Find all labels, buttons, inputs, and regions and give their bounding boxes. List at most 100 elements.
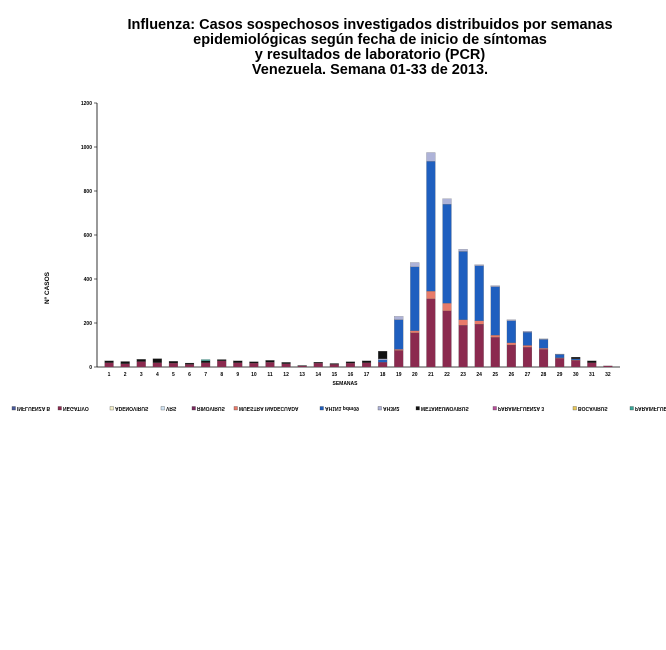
bar-segment xyxy=(490,285,500,287)
x-tick-label: 1 xyxy=(108,372,111,378)
x-tick-label: 32 xyxy=(605,372,611,378)
bar-segment xyxy=(539,338,549,340)
chart-title-line-1: Influenza: Casos sospechosos investigado… xyxy=(127,17,613,33)
x-tick-label: 19 xyxy=(396,372,402,378)
bar-segment xyxy=(458,249,468,252)
bar-segment xyxy=(104,360,114,363)
bar-segment xyxy=(297,365,307,368)
legend-label: BOCAVIRUS xyxy=(578,405,608,411)
bar-segment xyxy=(201,359,211,361)
x-tick-labels: 1 2 3 4 5 6 7 8 9 10 11 12 13 14 15 16 17 18 19 20 21 22 23 24 2… xyxy=(108,372,611,378)
x-tick-label: 22 xyxy=(444,372,450,378)
bar-segment xyxy=(539,339,549,349)
bar-segment xyxy=(490,335,500,338)
chart-title-line-2: epidemiológicas según fecha de inicio de… xyxy=(193,32,547,48)
legend-label: NEGATIVO xyxy=(63,405,89,411)
bar-segment xyxy=(265,362,275,368)
bar-segment xyxy=(185,362,195,365)
chart-title-line-4: Venezuela. Semana 01-33 de 2013. xyxy=(251,62,489,78)
bar-segment xyxy=(587,362,597,368)
x-tick-label: 30 xyxy=(573,372,579,378)
bar-segment xyxy=(362,362,372,368)
bar-segment xyxy=(201,362,211,368)
y-tick-label: 600 xyxy=(84,233,93,239)
x-tick-label: 13 xyxy=(299,372,305,378)
legend-label: PARAINFLUENZA 3 xyxy=(498,405,544,411)
bar-segment xyxy=(265,360,275,363)
legend-swatch xyxy=(57,406,62,411)
axes xyxy=(96,103,620,368)
y-tick-label: 800 xyxy=(84,189,93,195)
x-tick-label: 4 xyxy=(156,372,159,378)
chart-title-line-3: y resultados de laboratorio (PCR) xyxy=(254,47,486,63)
bar-segment xyxy=(474,320,484,325)
legend-swatch xyxy=(109,406,114,411)
bar-segment xyxy=(249,362,259,368)
bar-segment xyxy=(522,345,532,348)
bar-segment xyxy=(281,363,291,368)
y-tick-label: 0 xyxy=(89,365,92,371)
bar-segment xyxy=(571,360,581,368)
legend: INFLUENZA B NEGATIVO ADENOVIRUS VRS RINOVIRU… xyxy=(11,405,666,411)
x-tick-label: 2 xyxy=(124,372,127,378)
bar-segment xyxy=(345,361,355,364)
legend-swatch xyxy=(11,406,16,411)
x-tick-label: 11 xyxy=(267,372,273,378)
x-tick-label: 9 xyxy=(236,372,239,378)
x-tick-label: 7 xyxy=(204,372,207,378)
y-tick-label: 200 xyxy=(84,321,93,327)
bar-segment xyxy=(394,316,404,320)
x-tick-label: 3 xyxy=(140,372,143,378)
x-tick-label: 26 xyxy=(509,372,515,378)
x-axis-label: SEMANAS xyxy=(332,381,358,387)
bar-segment xyxy=(410,330,420,334)
bar-segment xyxy=(474,324,484,368)
y-tick-labels: 0 200 400 600 800 1000 1200 xyxy=(81,101,97,371)
bar-segment xyxy=(233,360,243,363)
bar-segment xyxy=(426,161,436,292)
bar-segment xyxy=(571,357,581,359)
bar-segment xyxy=(410,262,420,268)
x-tick-label: 8 xyxy=(220,372,223,378)
bar-segment xyxy=(249,361,259,364)
bar-segment xyxy=(555,358,565,368)
bar-segment xyxy=(474,264,484,266)
x-tick-label: 27 xyxy=(525,372,531,378)
bar-segment xyxy=(217,359,227,361)
bar-segment xyxy=(329,364,339,368)
bar-segment xyxy=(506,344,516,368)
bar-segment xyxy=(394,350,404,368)
x-tick-label: 21 xyxy=(428,372,434,378)
bar-segment xyxy=(281,362,291,364)
bar-segment xyxy=(490,337,500,368)
legend-label: VRS xyxy=(166,405,177,411)
x-tick-label: 18 xyxy=(380,372,386,378)
bar-segment xyxy=(522,331,532,333)
bar-segment xyxy=(217,360,227,368)
bar-segment xyxy=(458,325,468,368)
bar-segment xyxy=(442,310,452,368)
legend-label: METANEUMOVIRUS xyxy=(421,405,469,411)
x-tick-label: 20 xyxy=(412,372,418,378)
bar-segment xyxy=(378,359,388,363)
bar-segment xyxy=(458,251,468,320)
legend-swatch xyxy=(160,406,165,411)
bar-segment xyxy=(168,361,178,364)
bar-segment xyxy=(490,286,500,336)
x-tick-label: 31 xyxy=(589,372,595,378)
y-tick-label: 1200 xyxy=(81,101,92,107)
legend-label: ADENOVIRUS xyxy=(115,405,149,411)
bar-segment xyxy=(152,362,162,368)
bar-segment xyxy=(442,198,452,205)
bar-segment xyxy=(539,349,549,368)
bar-segment xyxy=(587,360,597,363)
bar-segment xyxy=(378,358,388,361)
bar-segment xyxy=(120,361,130,364)
x-tick-label: 28 xyxy=(541,372,547,378)
x-tick-label: 15 xyxy=(332,372,338,378)
x-tick-label: 5 xyxy=(172,372,175,378)
bar-segment xyxy=(378,362,388,368)
bar-segment xyxy=(426,152,436,162)
bar-segment xyxy=(120,363,130,368)
